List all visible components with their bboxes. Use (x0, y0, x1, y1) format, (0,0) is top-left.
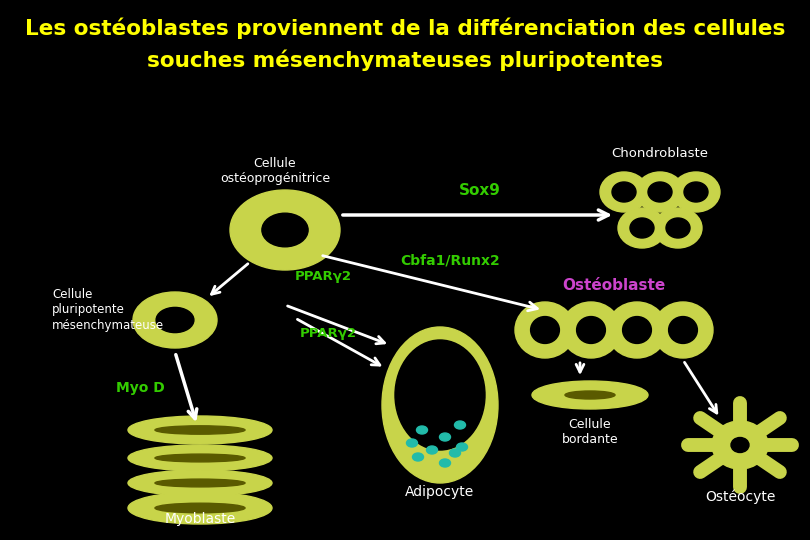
Ellipse shape (630, 218, 654, 238)
Ellipse shape (531, 316, 560, 343)
Text: Ostéoblaste: Ostéoblaste (562, 278, 666, 293)
Text: PPARγ2: PPARγ2 (300, 327, 357, 340)
Ellipse shape (618, 208, 666, 248)
Ellipse shape (155, 503, 245, 513)
Ellipse shape (654, 208, 702, 248)
Ellipse shape (450, 449, 461, 457)
Ellipse shape (623, 316, 651, 343)
Ellipse shape (395, 340, 485, 450)
Ellipse shape (427, 446, 437, 454)
Ellipse shape (532, 381, 648, 409)
Text: souches mésenchymateuses pluripotentes: souches mésenchymateuses pluripotentes (147, 49, 663, 71)
Ellipse shape (230, 190, 340, 270)
Ellipse shape (128, 470, 272, 496)
Text: Myoblaste: Myoblaste (164, 512, 236, 526)
Ellipse shape (382, 327, 498, 483)
Ellipse shape (128, 445, 272, 471)
Ellipse shape (457, 443, 467, 451)
Text: PPARγ2: PPARγ2 (295, 270, 352, 283)
Ellipse shape (561, 302, 621, 358)
Ellipse shape (666, 218, 690, 238)
Ellipse shape (454, 421, 466, 429)
Text: Ostéocyte: Ostéocyte (705, 490, 775, 504)
Ellipse shape (731, 437, 749, 453)
Text: Adipocyte: Adipocyte (405, 485, 475, 499)
Ellipse shape (653, 302, 713, 358)
Ellipse shape (672, 172, 720, 212)
Ellipse shape (668, 316, 697, 343)
Ellipse shape (155, 479, 245, 487)
Ellipse shape (416, 426, 428, 434)
Text: Sox9: Sox9 (459, 183, 501, 198)
Text: Cellule
bordante: Cellule bordante (561, 418, 618, 446)
Text: Les ostéoblastes proviennent de la différenciation des cellules: Les ostéoblastes proviennent de la diffé… (25, 17, 785, 39)
Ellipse shape (684, 182, 708, 202)
Ellipse shape (636, 172, 684, 212)
Ellipse shape (407, 439, 417, 447)
Ellipse shape (262, 213, 308, 247)
Ellipse shape (412, 453, 424, 461)
Ellipse shape (440, 433, 450, 441)
Text: Myo D: Myo D (116, 381, 164, 395)
Ellipse shape (128, 492, 272, 524)
Ellipse shape (565, 391, 615, 399)
Ellipse shape (128, 416, 272, 444)
Ellipse shape (648, 182, 672, 202)
Text: Cellule
ostéoprogénitrice: Cellule ostéoprogénitrice (220, 157, 330, 185)
Ellipse shape (156, 307, 194, 333)
Text: Cbfa1/Runx2: Cbfa1/Runx2 (400, 254, 500, 268)
Ellipse shape (155, 426, 245, 434)
Ellipse shape (440, 459, 450, 467)
Text: Chondroblaste: Chondroblaste (612, 147, 709, 160)
Ellipse shape (155, 454, 245, 462)
Ellipse shape (577, 316, 605, 343)
Ellipse shape (712, 421, 768, 469)
Ellipse shape (515, 302, 575, 358)
Ellipse shape (607, 302, 667, 358)
Ellipse shape (600, 172, 648, 212)
Ellipse shape (612, 182, 636, 202)
Text: Cellule
pluripotente
mésenchymateuse: Cellule pluripotente mésenchymateuse (52, 288, 164, 332)
Ellipse shape (133, 292, 217, 348)
